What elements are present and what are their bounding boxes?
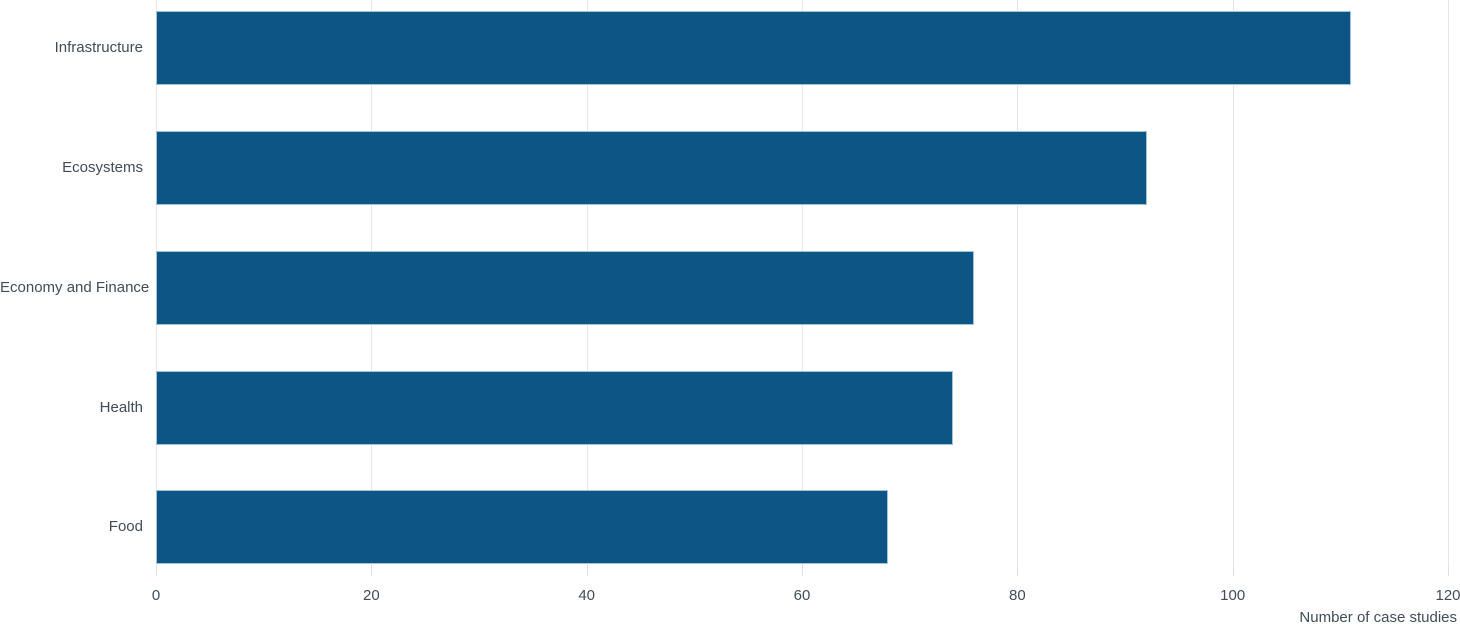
category-label-health: Health bbox=[99, 399, 143, 416]
category-label-food: Food bbox=[108, 518, 143, 535]
x-tick-label-80: 80 bbox=[1008, 587, 1026, 604]
gridline-x-80 bbox=[1017, 0, 1019, 565]
category-label-economy-and-finance: Economy and Finance bbox=[0, 279, 150, 296]
axis-tick-x-120 bbox=[1448, 565, 1449, 576]
bar-infrastructure bbox=[156, 11, 1352, 85]
x-axis-title: Number of case studies bbox=[1299, 609, 1457, 626]
axis-tick-x-100 bbox=[1232, 565, 1234, 576]
axis-tick-x-0 bbox=[156, 565, 157, 576]
axis-tick-x-40 bbox=[586, 565, 588, 576]
x-tick-label-0: 0 bbox=[151, 587, 161, 604]
bar-economy-and-finance bbox=[156, 251, 975, 325]
gridline-x-100 bbox=[1232, 0, 1234, 565]
category-label-infrastructure: Infrastructure bbox=[54, 39, 143, 56]
category-label-ecosystems: Ecosystems bbox=[62, 159, 143, 176]
x-tick-label-100: 100 bbox=[1220, 587, 1246, 604]
x-tick-label-40: 40 bbox=[578, 587, 595, 604]
bar-food bbox=[156, 490, 889, 564]
axis-tick-x-20 bbox=[371, 565, 373, 576]
plot-area bbox=[156, 0, 1449, 565]
gridline-x-120 bbox=[1448, 0, 1449, 565]
bar-ecosystems bbox=[156, 131, 1147, 205]
x-tick-label-120: 120 bbox=[1435, 587, 1460, 604]
x-tick-label-60: 60 bbox=[793, 587, 811, 604]
axis-tick-x-80 bbox=[1017, 565, 1019, 576]
bar-health bbox=[156, 371, 953, 445]
axis-tick-x-60 bbox=[802, 565, 803, 576]
x-tick-label-20: 20 bbox=[362, 587, 380, 604]
